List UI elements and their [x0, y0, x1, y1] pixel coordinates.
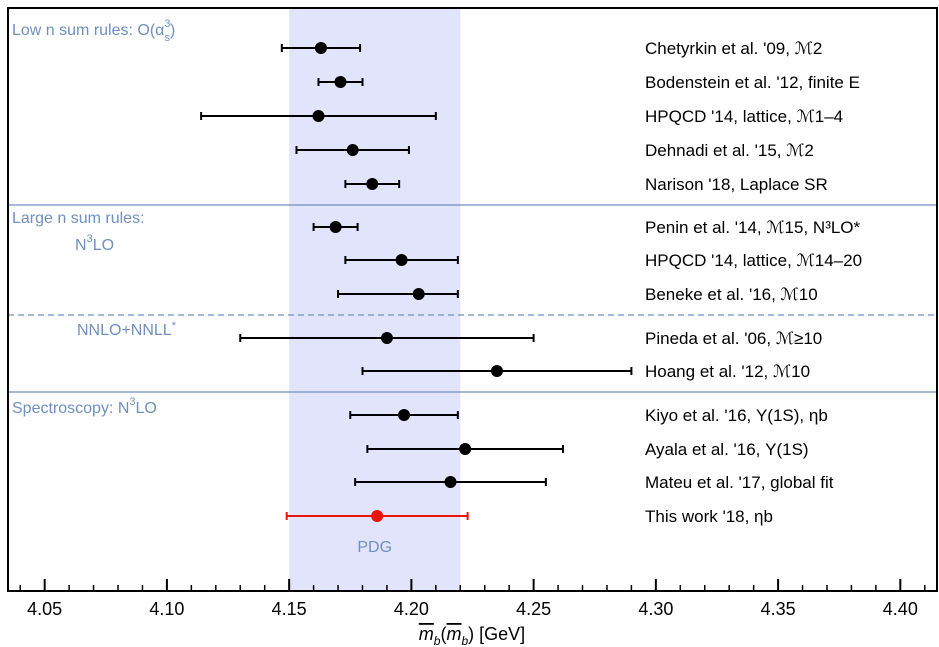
- data-point-label: Mateu et al. '17, global fit: [645, 473, 834, 492]
- data-point-label: Pineda et al. '06, ℳ≥10: [645, 329, 822, 348]
- data-point: [398, 409, 411, 421]
- data-point-label: HPQCD '14, lattice, ℳ14–20: [645, 251, 862, 270]
- section-label-spectroscopy: Spectroscopy: N3LO: [12, 396, 157, 417]
- data-point-label: Chetyrkin et al. '09, ℳ2: [645, 39, 822, 58]
- data-point: [346, 144, 359, 156]
- data-point-label: Dehnadi et al. '15, ℳ2: [645, 141, 814, 160]
- data-point: [412, 288, 425, 300]
- data-point-label: This work '18, ηb: [645, 507, 773, 526]
- pdg-band: [289, 8, 461, 591]
- x-tick-label: 4.15: [272, 599, 307, 619]
- plot-frame: [7, 7, 938, 592]
- data-point: [314, 42, 327, 54]
- x-axis: 4.05 4.10 4.15 4.20 4.25 4.30 4.35 4.40: [19, 579, 926, 619]
- data-point: [329, 221, 342, 233]
- data-point-label: Penin et al. '14, ℳ15, N³LO*: [645, 218, 861, 237]
- section-label-nnll: NNLO+NNLL*: [77, 320, 177, 339]
- data-point: [444, 476, 457, 488]
- data-point: [371, 510, 384, 522]
- data-point: [312, 110, 325, 122]
- x-tick-label: 4.30: [638, 599, 673, 619]
- section-label-large-n: Large n sum rules:: [12, 210, 145, 227]
- pdg-band-label: PDG: [357, 539, 392, 556]
- data-point-label: Ayala et al. '16, Υ(1S): [645, 440, 809, 459]
- data-point: [380, 332, 393, 344]
- section-label-low-n: Low n sum rules: O(α3 s): [12, 18, 175, 44]
- data-point: [459, 443, 472, 455]
- data-point: [490, 365, 503, 377]
- data-point: [366, 178, 379, 190]
- x-tick-label: 4.35: [761, 599, 796, 619]
- data-point: [395, 254, 408, 266]
- data-point-label: Hoang et al. '12, ℳ10: [645, 362, 810, 381]
- section-label-large-n-order: N3LO: [75, 233, 114, 254]
- data-point-label: Beneke et al. '16, ℳ10: [645, 285, 818, 304]
- x-tick-label: 4.40: [883, 599, 918, 619]
- x-tick-label: 4.10: [149, 599, 184, 619]
- data-point-label: Narison '18, Laplace SR: [645, 175, 828, 194]
- x-tick-label: 4.20: [394, 599, 429, 619]
- data-point: [334, 76, 347, 88]
- data-point-label: Bodenstein et al. '12, finite E: [645, 73, 860, 92]
- data-points: Chetyrkin et al. '09, ℳ2 Bodenstein et al…: [200, 39, 862, 526]
- x-tick-label: 4.25: [516, 599, 551, 619]
- x-axis-title: mb(mb) [GeV]: [419, 624, 525, 647]
- data-point-label: HPQCD '14, lattice, ℳ1–4: [645, 107, 843, 126]
- x-tick-label: 4.05: [27, 599, 62, 619]
- data-point-label: Kiyo et al. '16, Υ(1S), ηb: [645, 406, 828, 425]
